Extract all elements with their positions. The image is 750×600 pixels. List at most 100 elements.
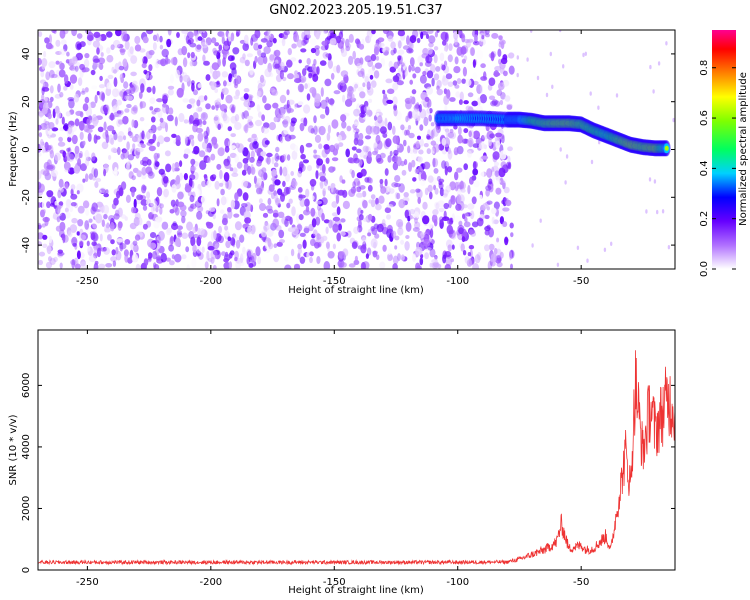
noise-speck <box>443 202 450 210</box>
noise-speck <box>63 74 69 85</box>
noise-speck <box>239 56 246 64</box>
noise-speck <box>116 110 122 115</box>
noise-speck <box>474 254 481 264</box>
noise-speck <box>500 161 507 169</box>
noise-speck <box>657 61 661 66</box>
noise-speck <box>152 251 158 260</box>
noise-speck <box>316 30 323 34</box>
noise-speck <box>331 119 339 129</box>
noise-speck <box>93 31 101 38</box>
noise-speck <box>136 170 143 178</box>
noise-speck <box>49 69 55 79</box>
noise-speck <box>196 245 202 254</box>
noise-speck <box>258 198 263 204</box>
noise-speck <box>294 103 298 109</box>
noise-speck <box>459 91 464 102</box>
noise-speck <box>38 251 46 257</box>
noise-speck <box>446 224 453 235</box>
noise-speck <box>177 232 183 238</box>
noise-speck <box>326 122 331 128</box>
noise-speck <box>121 181 127 190</box>
noise-speck <box>327 250 335 258</box>
noise-speck <box>57 189 62 199</box>
noise-speck <box>463 163 469 171</box>
noise-speck <box>274 63 280 69</box>
noise-speck <box>201 30 208 39</box>
noise-speck <box>486 200 493 205</box>
noise-speck <box>48 122 55 129</box>
noise-speck <box>391 182 399 188</box>
noise-speck <box>556 262 560 267</box>
noise-speck <box>256 187 262 195</box>
noise-speck <box>247 225 252 235</box>
noise-speck <box>426 108 430 117</box>
noise-speck <box>491 216 495 225</box>
noise-speck <box>48 235 53 244</box>
noise-speck <box>429 191 433 200</box>
noise-speck <box>373 70 380 79</box>
noise-speck <box>325 106 330 116</box>
noise-speck <box>453 147 459 156</box>
noise-speck <box>467 137 474 148</box>
noise-speck <box>151 205 155 215</box>
noise-speck <box>274 49 281 57</box>
noise-speck <box>672 117 675 123</box>
noise-speck <box>71 258 75 269</box>
noise-speck <box>167 89 174 96</box>
noise-speck <box>213 116 219 121</box>
noise-speck <box>153 160 159 170</box>
noise-speck <box>400 239 405 245</box>
noise-speck <box>398 199 406 209</box>
noise-speck <box>131 188 135 198</box>
noise-speck <box>337 134 343 142</box>
noise-speck <box>284 153 288 162</box>
noise-speck <box>358 132 364 141</box>
noise-speck <box>451 213 455 222</box>
noise-speck <box>40 70 45 78</box>
noise-speck <box>156 141 160 148</box>
noise-speck <box>263 222 270 231</box>
noise-speck <box>223 80 227 87</box>
noise-speck <box>360 209 364 214</box>
noise-speck <box>79 234 87 241</box>
noise-speck <box>257 111 262 118</box>
noise-speck <box>423 161 431 170</box>
noise-speck <box>493 201 500 210</box>
noise-speck <box>222 113 228 122</box>
noise-speck <box>110 239 115 245</box>
noise-speck <box>91 202 98 212</box>
noise-speck <box>273 253 280 263</box>
noise-speck <box>461 33 466 43</box>
noise-speck <box>373 115 378 121</box>
noise-speck <box>352 50 357 60</box>
noise-speck <box>59 91 64 98</box>
noise-speck <box>345 45 351 52</box>
noise-speck <box>345 43 352 49</box>
noise-speck <box>69 224 78 233</box>
noise-speck <box>419 138 424 147</box>
noise-speck <box>510 232 514 238</box>
noise-speck <box>304 83 308 90</box>
noise-speck <box>38 259 43 266</box>
noise-speck <box>107 234 112 241</box>
noise-speck <box>404 69 408 77</box>
noise-speck <box>498 35 503 41</box>
snr-background <box>38 330 675 570</box>
noise-speck <box>559 147 562 152</box>
noise-speck <box>353 259 360 265</box>
noise-speck <box>76 250 81 260</box>
noise-speck <box>448 217 454 225</box>
noise-speck <box>80 90 86 95</box>
noise-speck <box>458 181 466 191</box>
noise-speck <box>340 30 344 35</box>
noise-speck <box>140 55 144 63</box>
noise-speck <box>38 132 43 138</box>
noise-speck <box>165 122 168 133</box>
noise-speck <box>85 158 90 167</box>
noise-speck <box>324 78 332 87</box>
noise-speck <box>299 232 306 237</box>
noise-speck <box>491 207 497 215</box>
noise-speck <box>108 215 115 222</box>
noise-speck <box>43 50 47 58</box>
noise-speck <box>424 252 429 260</box>
